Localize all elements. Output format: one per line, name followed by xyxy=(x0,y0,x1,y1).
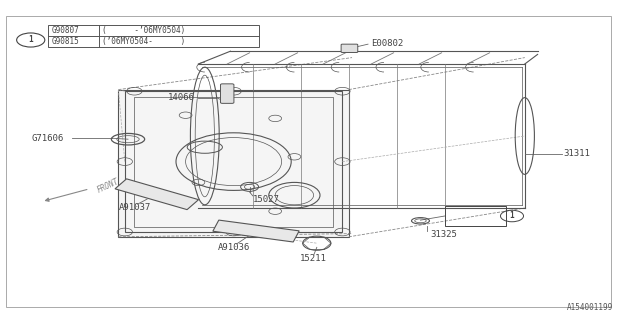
Text: A91037: A91037 xyxy=(118,203,150,212)
Text: G90815: G90815 xyxy=(51,37,79,46)
Text: (      -’06MY0504): ( -’06MY0504) xyxy=(102,26,186,35)
Text: G71606: G71606 xyxy=(32,134,64,143)
FancyBboxPatch shape xyxy=(341,44,358,52)
Text: FRONT: FRONT xyxy=(96,177,121,195)
FancyBboxPatch shape xyxy=(220,84,234,103)
Bar xyxy=(48,25,259,47)
Text: 14066: 14066 xyxy=(168,93,195,102)
Text: (’06MY0504-      ): (’06MY0504- ) xyxy=(102,37,186,46)
Text: E00802: E00802 xyxy=(371,39,403,48)
Text: 1: 1 xyxy=(28,36,33,44)
Text: A91036: A91036 xyxy=(218,243,250,252)
Text: A154001199: A154001199 xyxy=(567,303,613,312)
Polygon shape xyxy=(118,90,349,237)
Text: 15027: 15027 xyxy=(253,195,280,204)
Polygon shape xyxy=(115,179,198,210)
Text: 31325: 31325 xyxy=(430,230,457,239)
Text: G90807: G90807 xyxy=(51,26,79,35)
Text: 31311: 31311 xyxy=(563,149,590,158)
Bar xyxy=(445,206,506,226)
Polygon shape xyxy=(213,220,299,242)
Text: 15211: 15211 xyxy=(300,254,326,263)
Text: 1: 1 xyxy=(509,212,515,220)
